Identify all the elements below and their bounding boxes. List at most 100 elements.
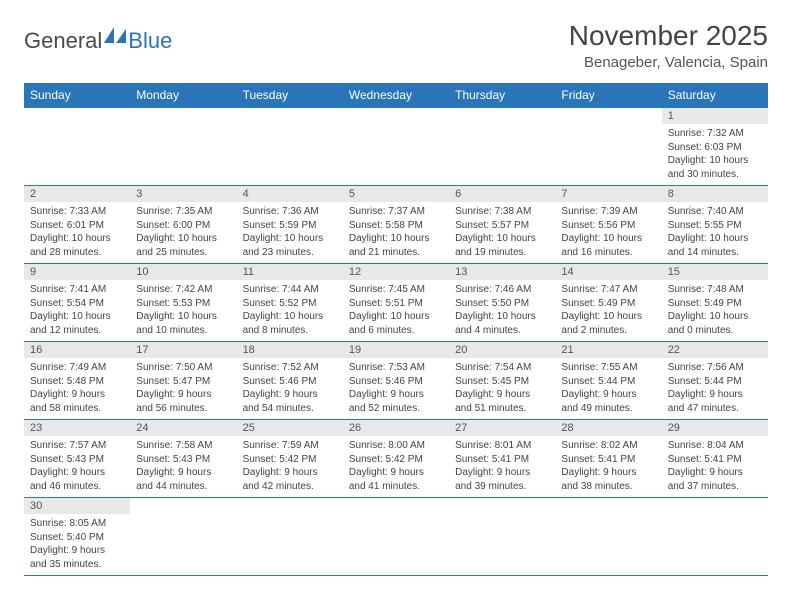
day-body: Sunrise: 7:48 AMSunset: 5:49 PMDaylight:… xyxy=(662,280,768,341)
sunset-line: Sunset: 6:00 PM xyxy=(136,219,230,233)
calendar-cell: 22Sunrise: 7:56 AMSunset: 5:44 PMDayligh… xyxy=(662,342,768,420)
daylight-line: Daylight: 10 hours and 21 minutes. xyxy=(349,232,443,259)
daylight-line: Daylight: 10 hours and 12 minutes. xyxy=(30,310,124,337)
sunset-line: Sunset: 5:40 PM xyxy=(30,531,124,545)
sunrise-line: Sunrise: 7:38 AM xyxy=(455,205,549,219)
calendar-week-row: 30Sunrise: 8:05 AMSunset: 5:40 PMDayligh… xyxy=(24,498,768,576)
day-number: 24 xyxy=(130,420,236,436)
day-body: Sunrise: 8:00 AMSunset: 5:42 PMDaylight:… xyxy=(343,436,449,497)
sunset-line: Sunset: 5:50 PM xyxy=(455,297,549,311)
day-number: 19 xyxy=(343,342,449,358)
sunset-line: Sunset: 5:55 PM xyxy=(668,219,762,233)
calendar-cell xyxy=(130,108,236,186)
day-body: Sunrise: 7:32 AMSunset: 6:03 PMDaylight:… xyxy=(662,124,768,185)
day-body: Sunrise: 7:45 AMSunset: 5:51 PMDaylight:… xyxy=(343,280,449,341)
sunrise-line: Sunrise: 7:49 AM xyxy=(30,361,124,375)
day-number: 21 xyxy=(555,342,661,358)
weekday-header: Wednesday xyxy=(343,83,449,108)
day-number: 25 xyxy=(237,420,343,436)
day-number: 2 xyxy=(24,186,130,202)
logo-text-2: Blue xyxy=(128,28,172,54)
day-body: Sunrise: 7:58 AMSunset: 5:43 PMDaylight:… xyxy=(130,436,236,497)
calendar-week-row: 23Sunrise: 7:57 AMSunset: 5:43 PMDayligh… xyxy=(24,420,768,498)
sunset-line: Sunset: 5:59 PM xyxy=(243,219,337,233)
day-number: 1 xyxy=(662,108,768,124)
daylight-line: Daylight: 9 hours and 41 minutes. xyxy=(349,466,443,493)
calendar-cell: 27Sunrise: 8:01 AMSunset: 5:41 PMDayligh… xyxy=(449,420,555,498)
sunset-line: Sunset: 5:54 PM xyxy=(30,297,124,311)
sunset-line: Sunset: 5:56 PM xyxy=(561,219,655,233)
day-number: 12 xyxy=(343,264,449,280)
logo-text-1: General xyxy=(24,28,102,54)
calendar-cell xyxy=(449,498,555,576)
day-body: Sunrise: 7:41 AMSunset: 5:54 PMDaylight:… xyxy=(24,280,130,341)
sunrise-line: Sunrise: 7:40 AM xyxy=(668,205,762,219)
calendar-week-row: 2Sunrise: 7:33 AMSunset: 6:01 PMDaylight… xyxy=(24,186,768,264)
day-number: 23 xyxy=(24,420,130,436)
calendar-week-row: 9Sunrise: 7:41 AMSunset: 5:54 PMDaylight… xyxy=(24,264,768,342)
day-number: 30 xyxy=(24,498,130,514)
day-body: Sunrise: 7:47 AMSunset: 5:49 PMDaylight:… xyxy=(555,280,661,341)
weekday-header: Monday xyxy=(130,83,236,108)
sunrise-line: Sunrise: 7:57 AM xyxy=(30,439,124,453)
calendar-cell: 25Sunrise: 7:59 AMSunset: 5:42 PMDayligh… xyxy=(237,420,343,498)
calendar-cell: 1Sunrise: 7:32 AMSunset: 6:03 PMDaylight… xyxy=(662,108,768,186)
sunset-line: Sunset: 5:49 PM xyxy=(668,297,762,311)
day-body: Sunrise: 7:35 AMSunset: 6:00 PMDaylight:… xyxy=(130,202,236,263)
sunrise-line: Sunrise: 7:39 AM xyxy=(561,205,655,219)
day-body: Sunrise: 7:53 AMSunset: 5:46 PMDaylight:… xyxy=(343,358,449,419)
calendar-cell: 20Sunrise: 7:54 AMSunset: 5:45 PMDayligh… xyxy=(449,342,555,420)
sunrise-line: Sunrise: 7:46 AM xyxy=(455,283,549,297)
daylight-line: Daylight: 10 hours and 6 minutes. xyxy=(349,310,443,337)
weekday-header: Friday xyxy=(555,83,661,108)
sunset-line: Sunset: 5:41 PM xyxy=(561,453,655,467)
sunset-line: Sunset: 5:57 PM xyxy=(455,219,549,233)
daylight-line: Daylight: 9 hours and 51 minutes. xyxy=(455,388,549,415)
calendar-cell xyxy=(343,108,449,186)
sunset-line: Sunset: 5:42 PM xyxy=(243,453,337,467)
sunrise-line: Sunrise: 8:01 AM xyxy=(455,439,549,453)
day-number: 16 xyxy=(24,342,130,358)
day-body: Sunrise: 7:37 AMSunset: 5:58 PMDaylight:… xyxy=(343,202,449,263)
sunset-line: Sunset: 5:53 PM xyxy=(136,297,230,311)
daylight-line: Daylight: 9 hours and 39 minutes. xyxy=(455,466,549,493)
sunrise-line: Sunrise: 7:59 AM xyxy=(243,439,337,453)
daylight-line: Daylight: 10 hours and 8 minutes. xyxy=(243,310,337,337)
sunrise-line: Sunrise: 7:52 AM xyxy=(243,361,337,375)
calendar-cell: 28Sunrise: 8:02 AMSunset: 5:41 PMDayligh… xyxy=(555,420,661,498)
day-body: Sunrise: 7:38 AMSunset: 5:57 PMDaylight:… xyxy=(449,202,555,263)
calendar-cell xyxy=(343,498,449,576)
daylight-line: Daylight: 10 hours and 0 minutes. xyxy=(668,310,762,337)
sunrise-line: Sunrise: 7:35 AM xyxy=(136,205,230,219)
day-number: 20 xyxy=(449,342,555,358)
daylight-line: Daylight: 10 hours and 30 minutes. xyxy=(668,154,762,181)
daylight-line: Daylight: 9 hours and 46 minutes. xyxy=(30,466,124,493)
calendar-week-row: 16Sunrise: 7:49 AMSunset: 5:48 PMDayligh… xyxy=(24,342,768,420)
location: Benageber, Valencia, Spain xyxy=(569,54,768,71)
sunrise-line: Sunrise: 7:48 AM xyxy=(668,283,762,297)
calendar-cell: 14Sunrise: 7:47 AMSunset: 5:49 PMDayligh… xyxy=(555,264,661,342)
day-number: 5 xyxy=(343,186,449,202)
calendar-cell xyxy=(130,498,236,576)
calendar-cell: 23Sunrise: 7:57 AMSunset: 5:43 PMDayligh… xyxy=(24,420,130,498)
daylight-line: Daylight: 9 hours and 56 minutes. xyxy=(136,388,230,415)
calendar-cell: 30Sunrise: 8:05 AMSunset: 5:40 PMDayligh… xyxy=(24,498,130,576)
day-body: Sunrise: 7:39 AMSunset: 5:56 PMDaylight:… xyxy=(555,202,661,263)
day-body: Sunrise: 7:55 AMSunset: 5:44 PMDaylight:… xyxy=(555,358,661,419)
title-block: November 2025 Benageber, Valencia, Spain xyxy=(569,20,768,71)
calendar-cell: 5Sunrise: 7:37 AMSunset: 5:58 PMDaylight… xyxy=(343,186,449,264)
calendar-cell xyxy=(24,108,130,186)
calendar-cell xyxy=(555,108,661,186)
sunset-line: Sunset: 5:44 PM xyxy=(668,375,762,389)
calendar-table: SundayMondayTuesdayWednesdayThursdayFrid… xyxy=(24,83,768,576)
sunrise-line: Sunrise: 7:50 AM xyxy=(136,361,230,375)
day-body: Sunrise: 7:54 AMSunset: 5:45 PMDaylight:… xyxy=(449,358,555,419)
day-body: Sunrise: 7:40 AMSunset: 5:55 PMDaylight:… xyxy=(662,202,768,263)
day-number: 22 xyxy=(662,342,768,358)
sunrise-line: Sunrise: 8:00 AM xyxy=(349,439,443,453)
day-number: 29 xyxy=(662,420,768,436)
sunset-line: Sunset: 5:45 PM xyxy=(455,375,549,389)
sunset-line: Sunset: 5:41 PM xyxy=(668,453,762,467)
day-number: 9 xyxy=(24,264,130,280)
daylight-line: Daylight: 10 hours and 4 minutes. xyxy=(455,310,549,337)
